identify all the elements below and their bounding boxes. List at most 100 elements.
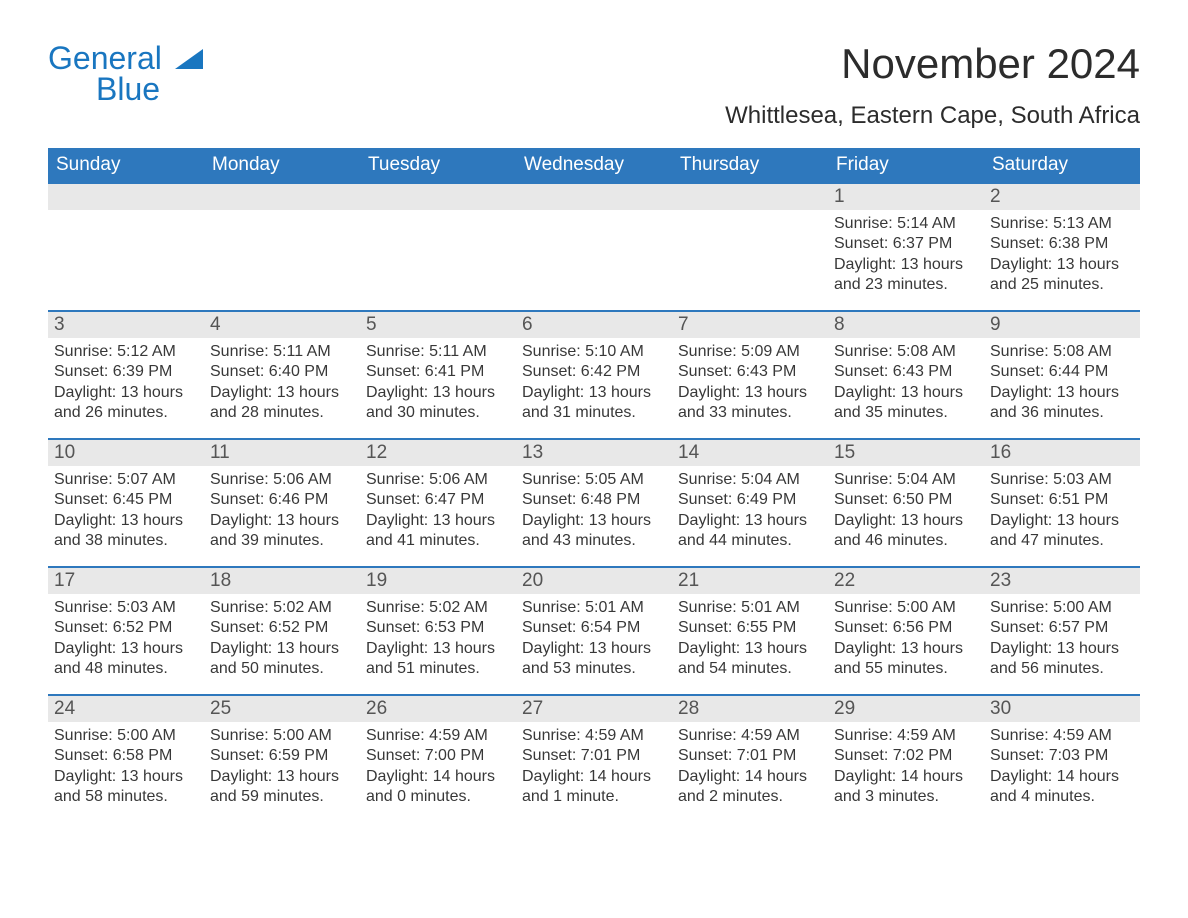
calendar-day-cell: 12Sunrise: 5:06 AMSunset: 6:47 PMDayligh… <box>360 439 516 567</box>
sunset-line: Sunset: 6:56 PM <box>834 618 978 638</box>
sunset-line: Sunset: 7:01 PM <box>522 746 666 766</box>
calendar-day-cell <box>204 183 360 311</box>
day-details: Sunrise: 5:06 AMSunset: 6:46 PMDaylight:… <box>204 466 360 554</box>
day-number: 28 <box>672 696 828 722</box>
day-number: 19 <box>360 568 516 594</box>
daylight-line: Daylight: 13 hours and 39 minutes. <box>210 511 354 552</box>
sunrise-line: Sunrise: 5:01 AM <box>678 598 822 618</box>
day-number: 22 <box>828 568 984 594</box>
calendar-header-row: SundayMondayTuesdayWednesdayThursdayFrid… <box>48 148 1140 183</box>
calendar-day-cell: 10Sunrise: 5:07 AMSunset: 6:45 PMDayligh… <box>48 439 204 567</box>
sunrise-line: Sunrise: 5:08 AM <box>990 342 1134 362</box>
day-details: Sunrise: 5:00 AMSunset: 6:56 PMDaylight:… <box>828 594 984 682</box>
day-number: 24 <box>48 696 204 722</box>
daylight-line: Daylight: 13 hours and 58 minutes. <box>54 767 198 808</box>
calendar-day-cell: 11Sunrise: 5:06 AMSunset: 6:46 PMDayligh… <box>204 439 360 567</box>
sunset-line: Sunset: 6:38 PM <box>990 234 1134 254</box>
sunrise-line: Sunrise: 5:13 AM <box>990 214 1134 234</box>
calendar-day-cell: 8Sunrise: 5:08 AMSunset: 6:43 PMDaylight… <box>828 311 984 439</box>
day-number <box>204 184 360 210</box>
sunset-line: Sunset: 6:48 PM <box>522 490 666 510</box>
calendar-day-cell: 28Sunrise: 4:59 AMSunset: 7:01 PMDayligh… <box>672 695 828 823</box>
daylight-line: Daylight: 13 hours and 38 minutes. <box>54 511 198 552</box>
day-details: Sunrise: 5:02 AMSunset: 6:52 PMDaylight:… <box>204 594 360 682</box>
sunrise-line: Sunrise: 5:03 AM <box>54 598 198 618</box>
day-number: 10 <box>48 440 204 466</box>
sunset-line: Sunset: 6:43 PM <box>834 362 978 382</box>
daylight-line: Daylight: 13 hours and 55 minutes. <box>834 639 978 680</box>
day-number: 27 <box>516 696 672 722</box>
sunrise-line: Sunrise: 5:11 AM <box>366 342 510 362</box>
calendar-day-cell: 15Sunrise: 5:04 AMSunset: 6:50 PMDayligh… <box>828 439 984 567</box>
sunrise-line: Sunrise: 4:59 AM <box>834 726 978 746</box>
calendar-day-cell: 3Sunrise: 5:12 AMSunset: 6:39 PMDaylight… <box>48 311 204 439</box>
sunrise-line: Sunrise: 5:14 AM <box>834 214 978 234</box>
calendar-day-cell: 20Sunrise: 5:01 AMSunset: 6:54 PMDayligh… <box>516 567 672 695</box>
day-number: 13 <box>516 440 672 466</box>
calendar-day-cell: 16Sunrise: 5:03 AMSunset: 6:51 PMDayligh… <box>984 439 1140 567</box>
daylight-line: Daylight: 13 hours and 44 minutes. <box>678 511 822 552</box>
day-details: Sunrise: 5:11 AMSunset: 6:40 PMDaylight:… <box>204 338 360 426</box>
calendar-table: SundayMondayTuesdayWednesdayThursdayFrid… <box>48 148 1140 823</box>
weekday-header: Thursday <box>672 148 828 183</box>
sunrise-line: Sunrise: 5:08 AM <box>834 342 978 362</box>
calendar-day-cell <box>672 183 828 311</box>
day-number: 8 <box>828 312 984 338</box>
sunset-line: Sunset: 6:52 PM <box>210 618 354 638</box>
calendar-day-cell: 13Sunrise: 5:05 AMSunset: 6:48 PMDayligh… <box>516 439 672 567</box>
calendar-day-cell: 6Sunrise: 5:10 AMSunset: 6:42 PMDaylight… <box>516 311 672 439</box>
brand-logo: General Blue <box>48 40 203 108</box>
day-details: Sunrise: 5:14 AMSunset: 6:37 PMDaylight:… <box>828 210 984 298</box>
sunset-line: Sunset: 6:51 PM <box>990 490 1134 510</box>
sunrise-line: Sunrise: 4:59 AM <box>990 726 1134 746</box>
day-number <box>360 184 516 210</box>
day-details: Sunrise: 5:07 AMSunset: 6:45 PMDaylight:… <box>48 466 204 554</box>
sunrise-line: Sunrise: 5:09 AM <box>678 342 822 362</box>
sunset-line: Sunset: 6:55 PM <box>678 618 822 638</box>
daylight-line: Daylight: 13 hours and 33 minutes. <box>678 383 822 424</box>
sunrise-line: Sunrise: 5:07 AM <box>54 470 198 490</box>
day-number: 23 <box>984 568 1140 594</box>
sunset-line: Sunset: 7:03 PM <box>990 746 1134 766</box>
sunrise-line: Sunrise: 5:06 AM <box>366 470 510 490</box>
sunrise-line: Sunrise: 5:00 AM <box>54 726 198 746</box>
weekday-header: Sunday <box>48 148 204 183</box>
day-number: 12 <box>360 440 516 466</box>
day-details: Sunrise: 5:01 AMSunset: 6:54 PMDaylight:… <box>516 594 672 682</box>
day-details: Sunrise: 4:59 AMSunset: 7:00 PMDaylight:… <box>360 722 516 810</box>
sunrise-line: Sunrise: 4:59 AM <box>366 726 510 746</box>
sunrise-line: Sunrise: 5:02 AM <box>210 598 354 618</box>
daylight-line: Daylight: 13 hours and 36 minutes. <box>990 383 1134 424</box>
day-details: Sunrise: 4:59 AMSunset: 7:03 PMDaylight:… <box>984 722 1140 810</box>
day-details: Sunrise: 5:01 AMSunset: 6:55 PMDaylight:… <box>672 594 828 682</box>
calendar-day-cell: 7Sunrise: 5:09 AMSunset: 6:43 PMDaylight… <box>672 311 828 439</box>
sunrise-line: Sunrise: 5:01 AM <box>522 598 666 618</box>
daylight-line: Daylight: 14 hours and 1 minute. <box>522 767 666 808</box>
calendar-day-cell: 25Sunrise: 5:00 AMSunset: 6:59 PMDayligh… <box>204 695 360 823</box>
sunset-line: Sunset: 6:44 PM <box>990 362 1134 382</box>
day-number: 20 <box>516 568 672 594</box>
day-number: 21 <box>672 568 828 594</box>
header: General Blue November 2024 Whittlesea, E… <box>48 40 1140 130</box>
day-details: Sunrise: 4:59 AMSunset: 7:01 PMDaylight:… <box>516 722 672 810</box>
day-details: Sunrise: 5:05 AMSunset: 6:48 PMDaylight:… <box>516 466 672 554</box>
calendar-day-cell <box>360 183 516 311</box>
calendar-day-cell: 9Sunrise: 5:08 AMSunset: 6:44 PMDaylight… <box>984 311 1140 439</box>
day-number <box>48 184 204 210</box>
daylight-line: Daylight: 14 hours and 4 minutes. <box>990 767 1134 808</box>
day-number: 29 <box>828 696 984 722</box>
sunrise-line: Sunrise: 5:00 AM <box>834 598 978 618</box>
sunset-line: Sunset: 6:43 PM <box>678 362 822 382</box>
sunrise-line: Sunrise: 5:10 AM <box>522 342 666 362</box>
day-number: 18 <box>204 568 360 594</box>
daylight-line: Daylight: 13 hours and 43 minutes. <box>522 511 666 552</box>
daylight-line: Daylight: 13 hours and 53 minutes. <box>522 639 666 680</box>
daylight-line: Daylight: 13 hours and 51 minutes. <box>366 639 510 680</box>
sunset-line: Sunset: 6:42 PM <box>522 362 666 382</box>
day-number: 6 <box>516 312 672 338</box>
day-number: 30 <box>984 696 1140 722</box>
day-number: 11 <box>204 440 360 466</box>
sunrise-line: Sunrise: 5:05 AM <box>522 470 666 490</box>
calendar-day-cell: 30Sunrise: 4:59 AMSunset: 7:03 PMDayligh… <box>984 695 1140 823</box>
daylight-line: Daylight: 13 hours and 50 minutes. <box>210 639 354 680</box>
